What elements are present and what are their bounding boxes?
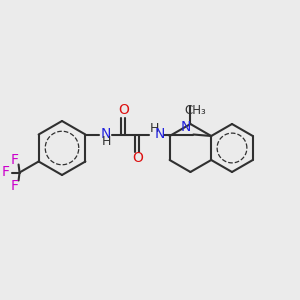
Text: N: N [154, 128, 165, 142]
Text: H: H [150, 122, 159, 135]
Text: F: F [11, 152, 19, 167]
Text: F: F [11, 178, 19, 193]
Text: H: H [102, 135, 111, 148]
Text: O: O [132, 152, 143, 166]
Text: O: O [118, 103, 129, 118]
Text: F: F [2, 166, 10, 179]
Text: N: N [100, 127, 111, 140]
Text: CH₃: CH₃ [184, 104, 206, 118]
Text: N: N [180, 120, 190, 134]
